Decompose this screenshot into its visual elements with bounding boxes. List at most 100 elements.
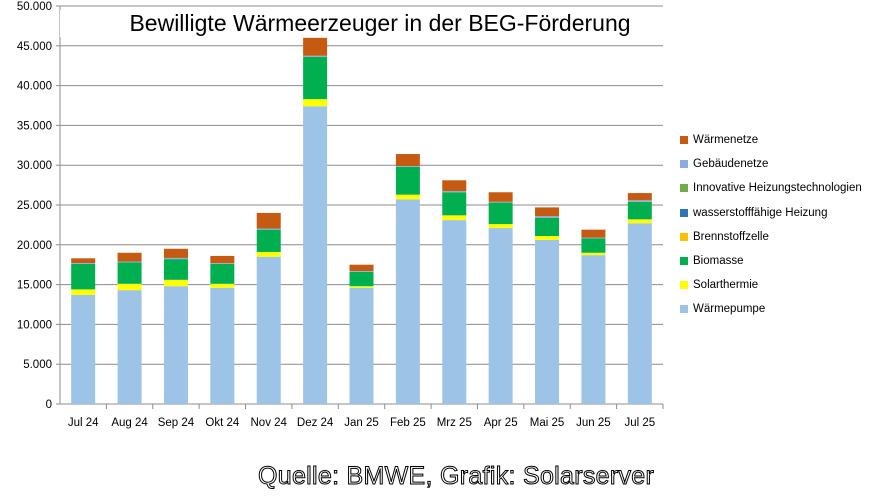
bar-segment-biomasse — [71, 263, 96, 290]
bar-segment-solarthermie — [581, 252, 606, 256]
legend-item: Gebäudenetze — [680, 152, 862, 176]
legend-item: Wärmepumpe — [680, 297, 862, 321]
bar-segment-wärmenetze — [349, 264, 374, 272]
x-tick-label: Feb 25 — [390, 417, 426, 429]
bar-segment-wärmenetze — [488, 192, 513, 202]
bar-segment-wärmenetze — [71, 258, 96, 264]
bar-segment-solarthermie — [71, 289, 96, 295]
bar-segment-solarthermie — [303, 99, 328, 107]
bar-segment-solarthermie — [210, 283, 235, 288]
bar-segment-gebäudenetze — [256, 228, 281, 230]
bar-segment-biomasse — [627, 201, 652, 220]
bar-segment-gebäudenetze — [627, 200, 652, 202]
bar-segment-biomasse — [535, 217, 560, 237]
x-tick-label: Okt 24 — [205, 417, 239, 429]
bar-segment-gebäudenetze — [71, 263, 96, 264]
legend-item: wasserstofffähige Heizung — [680, 201, 862, 225]
y-tick-label: 20.000 — [17, 240, 52, 252]
source-caption: Quelle: BMWE, Grafik: Solarserver — [257, 462, 655, 491]
bar-segment-solarthermie — [442, 215, 467, 221]
legend-label: Solarthermie — [693, 279, 759, 292]
bar-segment-solarthermie — [117, 283, 142, 291]
y-tick-label: 5.000 — [23, 359, 52, 371]
bar-segment-gebäudenetze — [535, 216, 560, 218]
legend-label: wasserstofffähige Heizung — [693, 206, 828, 219]
bar-segment-biomasse — [303, 56, 328, 100]
bar-segment-wärmepumpe — [256, 256, 281, 404]
x-tick-label: Mrz 25 — [437, 417, 472, 429]
bar-segment-wärmenetze — [535, 207, 560, 217]
x-tick-label: Dez 24 — [297, 417, 334, 429]
bar-segment-solarthermie — [163, 279, 188, 287]
bar-segment-wärmepumpe — [71, 294, 96, 404]
x-tick-label: Jul 24 — [68, 417, 99, 429]
bar-segment-wärmenetze — [395, 154, 420, 166]
bar-segment-wärmenetze — [303, 37, 328, 56]
bar-segment-wärmenetze — [627, 193, 652, 201]
y-tick-label: 0 — [46, 399, 52, 411]
legend-item: Brennstoffzelle — [680, 225, 862, 249]
y-tick-label: 35.000 — [17, 120, 52, 132]
legend-swatch — [680, 136, 688, 145]
bar-segment-wärmepumpe — [627, 223, 652, 404]
legend: Wärmenetze Gebäudenetze Innovative Heizung… — [680, 128, 862, 322]
legend-swatch — [680, 160, 688, 169]
bar-segment-wärmepumpe — [163, 286, 188, 404]
bar-segment-solarthermie — [535, 236, 560, 241]
legend-label: Innovative Heizungstechnologien — [693, 182, 862, 195]
bar-segment-biomasse — [349, 271, 374, 287]
y-tick-label: 45.000 — [17, 41, 52, 53]
bar-segment-wärmenetze — [117, 252, 142, 262]
x-tick-label: Jun 25 — [576, 417, 611, 429]
bar-segment-gebäudenetze — [163, 257, 188, 260]
bar-segment-wärmenetze — [256, 212, 281, 229]
bar-segment-gebäudenetze — [210, 263, 235, 264]
chart-title: Bewilligte Wärmeerzeuger in der BEG-Förd… — [60, 10, 700, 37]
legend-label: Wärmenetze — [693, 134, 759, 147]
y-tick-label: 40.000 — [17, 81, 52, 93]
y-tick-label: 10.000 — [17, 319, 52, 331]
bar-segment-gebäudenetze — [395, 165, 420, 167]
y-tick-label: 50.000 — [17, 1, 52, 13]
x-tick-label: Sep 24 — [158, 417, 195, 429]
bar-segment-solarthermie — [395, 194, 420, 200]
legend-item: Innovative Heizungstechnologien — [680, 176, 862, 200]
y-tick-label: 30.000 — [17, 160, 52, 172]
x-tick-label: Aug 24 — [111, 417, 148, 429]
bar-segment-wärmepumpe — [303, 106, 328, 405]
bar-segment-wärmenetze — [442, 180, 467, 192]
bar-segment-biomasse — [581, 238, 606, 253]
bar-segment-gebäudenetze — [581, 237, 606, 239]
legend-label: Wärmepumpe — [693, 303, 766, 316]
bar-segment-solarthermie — [627, 219, 652, 224]
legend-swatch — [680, 184, 688, 193]
bar-segment-wärmepumpe — [210, 287, 235, 404]
legend-swatch — [680, 281, 688, 290]
legend-label: Brennstoffzelle — [693, 230, 769, 243]
bar-segment-biomasse — [442, 192, 467, 216]
bar-segment-biomasse — [256, 229, 281, 252]
x-tick-label: Mai 25 — [530, 417, 565, 429]
legend-swatch — [680, 232, 688, 241]
bar-segment-gebäudenetze — [442, 191, 467, 193]
x-tick-label: Jul 25 — [624, 417, 655, 429]
y-tick-label: 15.000 — [17, 280, 52, 292]
legend-label: Gebäudenetze — [693, 158, 769, 171]
bar-segment-solarthermie — [256, 251, 281, 257]
bar-segment-biomasse — [395, 166, 420, 195]
legend-label: Biomasse — [693, 255, 744, 268]
bar-segment-gebäudenetze — [117, 261, 142, 263]
bar-segment-wärmepumpe — [395, 199, 420, 404]
x-tick-label: Jan 25 — [344, 417, 379, 429]
bar-segment-biomasse — [488, 202, 513, 225]
x-tick-label: Apr 25 — [484, 417, 518, 429]
bar-segment-wärmepumpe — [581, 255, 606, 404]
legend-swatch — [680, 305, 688, 314]
x-tick-label: Nov 24 — [251, 417, 288, 429]
bar-segment-wärmenetze — [210, 255, 235, 264]
bar-segment-wärmenetze — [581, 229, 606, 238]
legend-item: Biomasse — [680, 249, 862, 273]
bar-segment-biomasse — [117, 262, 142, 284]
